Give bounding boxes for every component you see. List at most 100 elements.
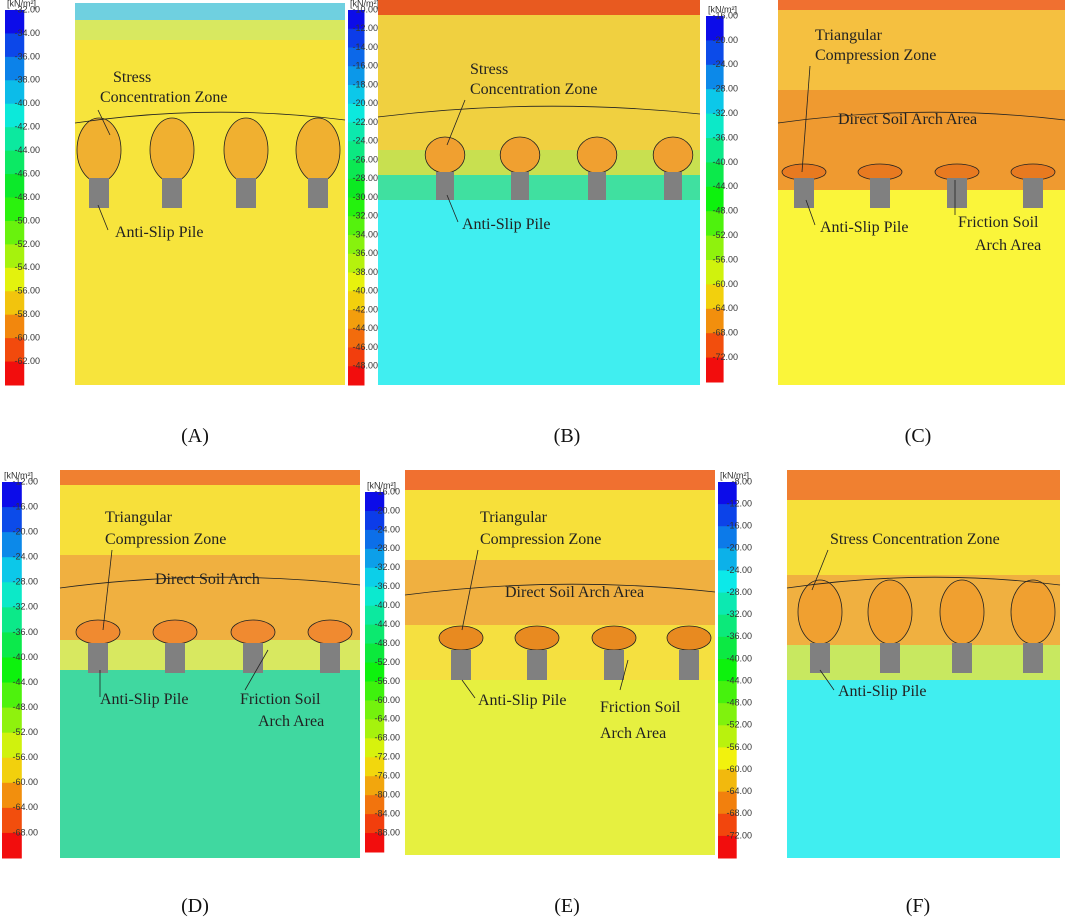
colorbar-label: -12.00: [12, 476, 38, 486]
colorbar-label: -32.00: [12, 602, 38, 612]
colorbar-segment: [718, 504, 737, 527]
colorbar-label: -44.00: [352, 323, 378, 333]
annotation: Compression Zone: [480, 531, 601, 548]
pile: [243, 643, 263, 673]
colorbar-segment: [348, 291, 365, 311]
panel: [kN/m²]-16.00 -20.00 -24.00 -28.00 -32.00 -36…: [706, 0, 1065, 447]
colorbar-label: -28.00: [352, 173, 378, 183]
contour-band: [378, 0, 700, 15]
pile: [588, 172, 606, 200]
colorbar-unit: [kN/m²]: [4, 470, 33, 480]
colorbar-segment: [365, 814, 385, 834]
colorbar-label: -36.00: [352, 248, 378, 258]
colorbar-label: -68.00: [374, 733, 400, 743]
stress-zone: [867, 579, 913, 645]
colorbar-segment: [365, 586, 385, 607]
colorbar-segment: [348, 66, 365, 86]
colorbar-segment: [2, 532, 22, 558]
colorbar-label: -44.00: [12, 677, 38, 687]
contour-line: [377, 105, 701, 118]
panel: [kN/m²]-10.00 -12.00 -14.00 -16.00 -18.00 -20…: [348, 0, 701, 447]
leader-line: [619, 659, 629, 691]
colorbar-label: -60.00: [374, 695, 400, 705]
colorbar-segment: [348, 28, 365, 48]
annotation: Compression Zone: [105, 531, 226, 548]
colorbar-segment: [348, 235, 365, 255]
contour-line: [777, 111, 1065, 124]
contour-band: [60, 670, 360, 858]
contour-band: [405, 560, 715, 625]
colorbar-segment: [348, 272, 365, 292]
colorbar-label: -32.00: [712, 108, 738, 118]
colorbar-segment: [348, 366, 365, 386]
colorbar-segment: [2, 832, 22, 859]
contour-line: [59, 576, 361, 589]
colorbar-segment: [706, 357, 724, 383]
annotation: Triangular: [105, 509, 173, 526]
stress-zone: [424, 136, 466, 174]
colorbar-label: -72.00: [374, 752, 400, 762]
colorbar-segment: [5, 338, 25, 363]
contour-band: [405, 490, 715, 560]
stress-zone: [152, 619, 198, 645]
colorbar-label: -40.00: [726, 653, 752, 663]
colorbar-label: -20.00: [352, 98, 378, 108]
caption: (B): [554, 425, 581, 447]
colorbar-segment: [2, 657, 22, 684]
colorbar-label: -24.00: [352, 136, 378, 146]
colorbar-segment: [706, 40, 724, 66]
pile: [664, 172, 682, 200]
stress-zone: [295, 117, 341, 183]
leader-line: [446, 99, 466, 146]
colorbar-label: -72.00: [726, 830, 752, 840]
annotation: Concentration Zone: [470, 81, 598, 98]
colorbar-segment: [5, 80, 25, 105]
annotation: Friction Soil: [600, 699, 681, 716]
colorbar-segment: [5, 174, 25, 198]
stress-zone: [438, 625, 484, 651]
colorbar-label: -28.00: [12, 577, 38, 587]
colorbar-label: -22.00: [352, 117, 378, 127]
colorbar-segment: [718, 526, 737, 549]
pile: [89, 178, 109, 208]
stress-zone: [307, 619, 353, 645]
colorbar-segment: [718, 592, 737, 616]
annotation: Stress: [113, 69, 151, 86]
contour-line: [786, 576, 1061, 589]
colorbar-label: -16.00: [12, 501, 38, 511]
colorbar-segment: [2, 757, 22, 784]
colorbar-label: -12.00: [726, 498, 752, 508]
colorbar-segment: [706, 16, 724, 41]
leader-line: [461, 679, 476, 699]
colorbar-segment: [365, 567, 385, 588]
colorbar-segment: [718, 747, 737, 771]
colorbar-segment: [706, 138, 724, 163]
pile: [947, 178, 967, 208]
pile: [436, 172, 454, 200]
contour-band: [778, 190, 1065, 385]
colorbar-segment: [706, 211, 724, 237]
colorbar-label: -16.00: [726, 521, 752, 531]
colorbar-label: -60.00: [726, 764, 752, 774]
leader-line: [97, 109, 111, 136]
colorbar-unit: [kN/m²]: [708, 4, 737, 14]
colorbar-label: -16.00: [352, 61, 378, 71]
colorbar-segment: [706, 308, 724, 334]
colorbar-label: -64.00: [374, 714, 400, 724]
contour-band: [787, 500, 1060, 575]
colorbar-label: -32.00: [374, 562, 400, 572]
leader-line: [446, 194, 459, 223]
colorbar-segment: [5, 56, 25, 81]
pile: [162, 178, 182, 208]
stress-zone: [1010, 579, 1056, 645]
colorbar-label: -56.00: [12, 752, 38, 762]
stress-zone: [666, 625, 712, 651]
colorbar-segment: [365, 738, 385, 758]
colorbar-label: -40.00: [712, 157, 738, 167]
colorbar-segment: [5, 361, 25, 386]
colorbar-label: -20.00: [12, 527, 38, 537]
colorbar-label: -76.00: [374, 771, 400, 781]
annotation: Anti-Slip Pile: [478, 692, 566, 709]
colorbar-segment: [348, 178, 365, 198]
caption: (A): [181, 425, 209, 447]
